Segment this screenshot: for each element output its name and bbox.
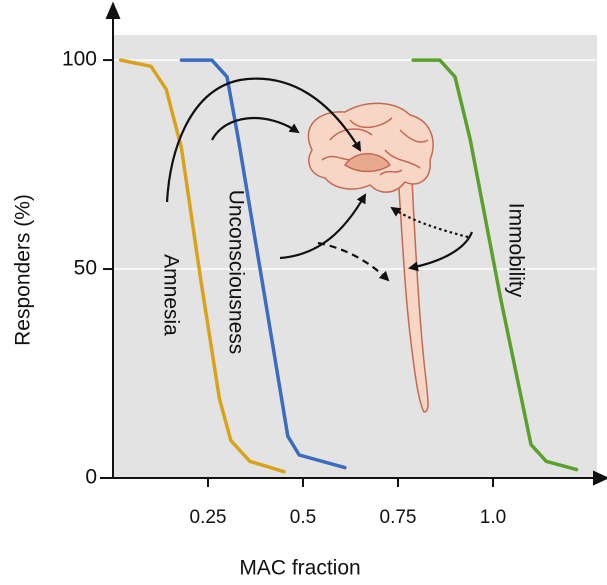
pathway-arrows (165, 77, 474, 282)
y-axis-title: Responders (%) (12, 194, 35, 346)
series-label: Unconsciousness (224, 190, 247, 355)
y-axis-arrow (105, 1, 121, 19)
x-tick-label: 1.0 (480, 507, 506, 528)
x-tick-label: 0.25 (190, 507, 227, 528)
series-line (411, 58, 579, 472)
series-label: Immobility (504, 203, 527, 298)
y-tick-label: 0 (85, 466, 97, 489)
x-tick-label: 0.75 (380, 507, 417, 528)
series-line (118, 58, 286, 474)
y-tick-label: 100 (62, 48, 97, 71)
lines (118, 58, 579, 474)
series-line (179, 58, 347, 470)
x-axis-title: MAC fraction (239, 557, 360, 580)
y-tick-label: 50 (74, 257, 97, 280)
x-tick-label: 0.5 (290, 507, 316, 528)
axes (100, 1, 607, 486)
series-label: Amnesia (159, 254, 182, 336)
x-axis-arrow (593, 470, 607, 486)
brain-illustration (307, 102, 434, 413)
